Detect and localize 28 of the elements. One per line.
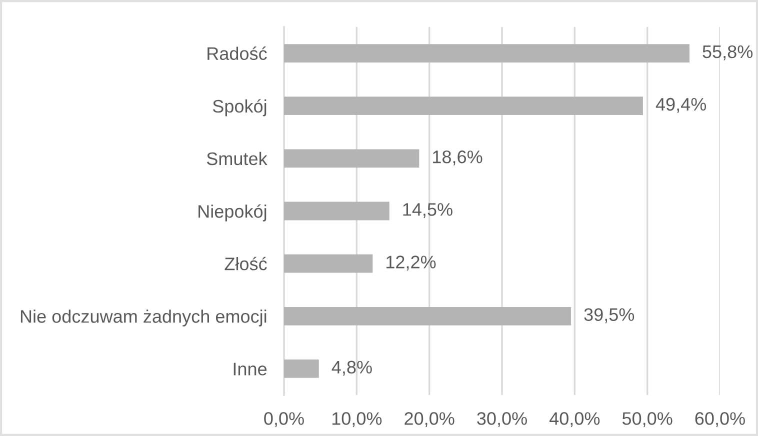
bar xyxy=(284,44,690,62)
bar xyxy=(284,96,643,116)
data-label: 12,2% xyxy=(386,256,436,271)
x-tick-label: 60,0% xyxy=(695,412,745,428)
bar xyxy=(284,202,390,220)
x-tick-label: 50,0% xyxy=(622,412,672,428)
bar xyxy=(284,149,420,168)
data-label: 55,8% xyxy=(702,45,753,60)
data-label: 14,5% xyxy=(403,203,452,218)
bar xyxy=(284,254,373,273)
data-label: 49,4% xyxy=(656,98,706,113)
x-tick-label: 20,0% xyxy=(404,412,454,428)
data-label: 4,8% xyxy=(332,360,372,376)
x-tick-label: 0,0% xyxy=(264,412,304,428)
y-tick-label: Nie odczuwam żadnych emocji xyxy=(20,310,266,326)
x-tick-label: 30,0% xyxy=(477,412,527,428)
bar xyxy=(284,360,319,378)
y-tick-label: Niepokój xyxy=(198,204,266,222)
y-tick-label: Smutek xyxy=(206,152,268,166)
x-tick-label: 40,0% xyxy=(549,412,600,428)
y-tick-label: Spokój xyxy=(212,99,266,116)
y-tick-label: Radość xyxy=(208,46,267,60)
bar xyxy=(284,306,572,326)
x-tick-label: 10,0% xyxy=(332,412,382,428)
y-tick-label: Złość xyxy=(224,256,267,270)
y-tick-label: Inne xyxy=(234,362,267,376)
data-label: 39,5% xyxy=(584,308,634,324)
data-label: 18,6% xyxy=(433,150,482,166)
